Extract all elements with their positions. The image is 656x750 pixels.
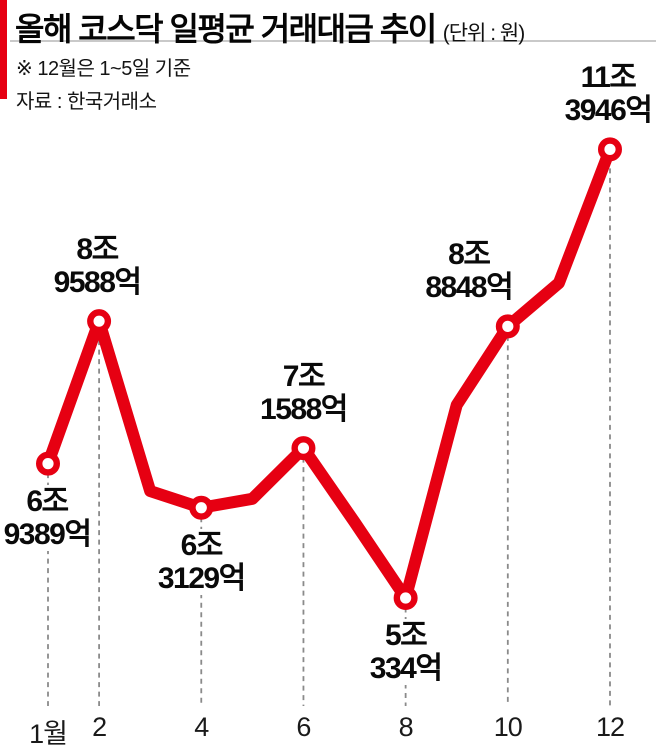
point-marker [393,586,418,611]
x-axis-tick: 12 [595,712,625,742]
chart-title: 올해 코스닥 일평균 거래대금 추이 [15,11,437,47]
data-point-label: 8조 8848억 [422,238,516,305]
data-point-label-line: 9389억 [3,517,92,551]
point-marker [597,137,622,162]
data-point-label-line: 3946억 [564,94,653,128]
data-point-label-line: 3129억 [157,561,246,595]
x-axis-tick: 4 [194,712,209,742]
x-axis-tick: 2 [92,712,107,742]
data-point-label-line: 11조 [580,61,637,95]
data-point-label: 7조 1588억 [257,360,350,427]
data-point-label-line: 8848억 [425,271,513,305]
note-source: 자료 : 한국거래소 [16,91,157,113]
data-point-label-line: 6조 [26,484,69,518]
data-point-label: 8조 9588억 [50,233,144,300]
data-point-label-line: 6조 [180,528,224,562]
note-basis: ※ 12월은 1~5일 기준 [16,58,191,80]
point-marker [189,495,214,520]
data-point-label-line: 8조 [448,238,491,272]
unit-label: (단위 : 원) [442,22,525,45]
point-marker [291,436,316,461]
x-axis-tick: 8 [398,712,414,742]
data-point-label: 6조 3129억 [154,528,248,595]
chart-header: 올해 코스닥 일평균 거래대금 추이 (단위 : 원) [15,4,525,50]
data-point-label: 6조 9389억 [0,484,94,551]
point-marker [87,309,112,334]
headline-accent-bar [0,0,7,99]
data-point-label-line: 9588억 [53,266,142,300]
data-point-label-line: 334억 [369,652,443,685]
x-axis-tick: 1월 [29,719,68,749]
data-point-label-line: 8조 [76,233,119,267]
title-underline [10,40,656,42]
x-axis-tick: 6 [296,712,311,742]
data-point-label: 5조 334억 [366,619,445,685]
data-point-label-line: 1588억 [260,393,348,427]
data-point-label-line: 7조 [282,360,326,394]
point-marker [36,451,61,476]
data-point-label: 11조 3946억 [561,61,655,128]
data-point-label-line: 5조 [384,619,428,652]
point-marker [495,314,520,339]
x-axis-tick: 10 [493,712,523,742]
